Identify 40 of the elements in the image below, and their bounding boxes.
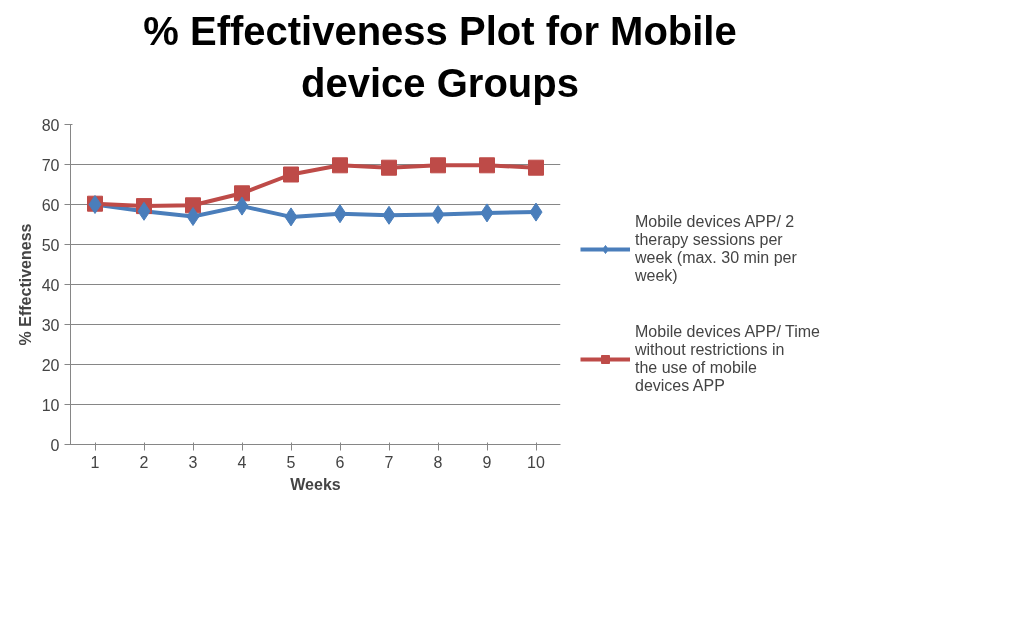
y-tick-label: 0: [50, 436, 60, 454]
point: [234, 185, 250, 202]
point: [382, 205, 396, 225]
x-tick-label: 8: [433, 453, 443, 471]
point: [235, 196, 249, 216]
y-tick-label: 60: [41, 196, 60, 214]
legend-label: Mobile devices APP/ Time without restrictions in the use of mobile devices APP: [635, 321, 820, 396]
y-tick-label: 70: [41, 156, 60, 174]
point: [529, 202, 543, 222]
point: [333, 204, 347, 224]
point: [528, 159, 544, 176]
point: [479, 157, 495, 174]
y-tick-label: 40: [41, 276, 60, 294]
y-tick-label: 10: [41, 396, 60, 414]
point: [381, 159, 397, 176]
y-tick-label: 30: [41, 316, 60, 334]
x-tick-label: 5: [286, 453, 296, 471]
y-axis-title: % Effectiveness: [16, 223, 34, 346]
legend-label: Mobile devices APP/ 2 therapy sessions per week (max. 30 min per week): [635, 211, 797, 286]
point: [431, 205, 445, 224]
x-tick-label: 4: [237, 453, 247, 471]
y-tick-label: 80: [41, 116, 60, 134]
point: [480, 203, 494, 223]
x-tick-label: 2: [139, 453, 149, 471]
y-tick-label: 20: [41, 356, 60, 374]
point: [430, 157, 446, 174]
x-tick-label: 6: [335, 453, 345, 471]
point: [137, 201, 151, 221]
point: [284, 207, 298, 227]
x-tick-label: 1: [90, 453, 100, 471]
x-axis-title: Weeks: [290, 475, 341, 493]
y-tick-label: 50: [41, 236, 60, 254]
x-tick-label: 3: [188, 453, 198, 471]
point: [283, 166, 299, 183]
x-tick-label: 9: [482, 453, 492, 471]
point: [332, 157, 348, 174]
chart-title: % Effectiveness Plot for Mobile device Groups: [142, 8, 738, 107]
point: [186, 207, 200, 226]
x-tick-label: 7: [384, 453, 394, 471]
x-tick-label: 10: [527, 453, 545, 471]
